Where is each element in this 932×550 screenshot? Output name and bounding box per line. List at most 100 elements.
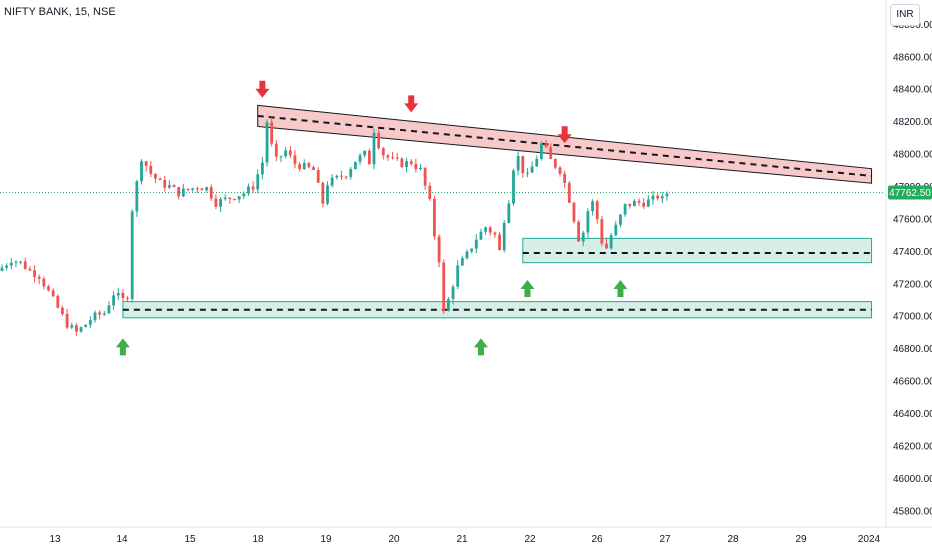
currency-selector[interactable]: INR (890, 4, 920, 26)
y-tick-label: 48000.00 (893, 150, 932, 161)
candle-body (433, 198, 436, 237)
candle-body (126, 297, 129, 299)
candle-body (595, 201, 599, 220)
x-tick-label: 2024 (858, 534, 881, 545)
candle-body (526, 172, 529, 174)
x-tick-label: 22 (524, 534, 536, 545)
candle-body (540, 143, 543, 159)
candle-body (270, 122, 274, 144)
candle-body (414, 163, 418, 169)
candle-body (419, 167, 422, 169)
y-tick-label: 46600.00 (893, 377, 932, 388)
candles (0, 117, 669, 336)
candle-body (633, 200, 636, 207)
x-tick-label: 26 (591, 534, 603, 545)
candle-body (442, 262, 446, 311)
candle-body (335, 175, 339, 178)
candle-body (605, 243, 608, 249)
candle-body (274, 143, 278, 157)
candle-body (563, 173, 567, 183)
candle-body (261, 162, 264, 175)
resistance-zone[interactable] (257, 104, 873, 184)
candle-body (242, 193, 246, 197)
x-tick-label: 29 (795, 534, 807, 545)
candle-body (521, 155, 525, 173)
candle-body (14, 261, 18, 263)
candle-body (409, 161, 413, 164)
candle-body (56, 296, 60, 308)
candle-body (107, 305, 111, 314)
candle-body (298, 164, 301, 170)
candle-body (5, 265, 9, 268)
candle-body (637, 200, 641, 203)
down-arrow-marker[interactable] (404, 95, 419, 113)
candle-body (172, 185, 176, 188)
candle-body (140, 161, 143, 182)
candle-body (558, 167, 562, 174)
candle-body (307, 163, 311, 168)
up-arrow-marker[interactable] (613, 280, 628, 298)
candle-body (163, 180, 167, 188)
candle-body (168, 185, 171, 188)
candle-body (130, 211, 134, 299)
resistance-trendline[interactable] (257, 114, 872, 177)
candle-body (158, 178, 162, 181)
candle-body (405, 161, 408, 168)
candle-body (609, 235, 613, 249)
candle-body (586, 211, 590, 233)
x-tick-label: 28 (727, 534, 739, 545)
candle-body (530, 166, 534, 173)
candle-body (88, 320, 92, 325)
y-tick-label: 47000.00 (893, 312, 932, 323)
candle-body (37, 276, 41, 279)
candle-body (61, 307, 64, 314)
y-tick-label: 46000.00 (893, 474, 932, 485)
candle-body (75, 325, 78, 332)
candle-body (228, 197, 232, 199)
candle-body (474, 239, 478, 249)
candle-body (493, 232, 497, 235)
candle-body (600, 219, 604, 244)
candle-body (470, 248, 474, 252)
candle-body (186, 188, 190, 190)
candle-body (665, 193, 669, 197)
candle-body (42, 278, 46, 287)
candle-body (70, 325, 74, 328)
candle-body (177, 187, 181, 197)
candle-body (400, 158, 404, 168)
candle-body (646, 199, 650, 207)
x-tick-label: 20 (388, 534, 400, 545)
candle-body (544, 143, 548, 148)
candle-body (47, 286, 50, 291)
candle-body (656, 195, 660, 199)
candle-body (284, 150, 288, 157)
candle-body (219, 199, 222, 207)
candle-body (456, 265, 460, 287)
candle-body (312, 167, 315, 171)
candle-body (102, 313, 106, 315)
candle-body (660, 196, 664, 199)
candle-body (265, 122, 269, 163)
candle-body (28, 268, 32, 271)
candle-body (349, 169, 353, 177)
candle-body (112, 295, 115, 306)
candle-body (567, 182, 571, 203)
support-zone[interactable] (522, 237, 873, 264)
candle-body (553, 159, 557, 168)
up-arrow-marker[interactable] (520, 280, 535, 298)
down-arrow-marker[interactable] (557, 126, 572, 144)
candle-body (581, 232, 585, 242)
candle-body (223, 197, 227, 200)
last-price-badge (888, 185, 932, 200)
candle-body (23, 261, 27, 269)
candle-body (316, 170, 320, 183)
candle-body (33, 270, 36, 277)
x-tick-label: 18 (252, 534, 264, 545)
up-arrow-marker[interactable] (115, 338, 130, 356)
down-arrow-marker[interactable] (255, 80, 270, 98)
candle-body (451, 286, 455, 300)
up-arrow-marker[interactable] (473, 338, 488, 356)
candle-body (237, 196, 241, 200)
candle-body (507, 203, 511, 223)
